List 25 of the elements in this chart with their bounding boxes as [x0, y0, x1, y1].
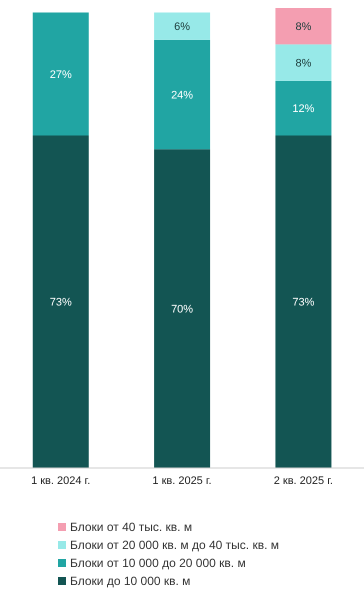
x-tick-label: 1 кв. 2025 г. [152, 474, 212, 487]
data-label: 12% [292, 103, 315, 116]
bar [275, 44, 332, 81]
legend-label: Блоки до 10 000 кв. м [70, 574, 190, 588]
data-label: 73% [292, 296, 315, 309]
data-label: 6% [174, 21, 190, 34]
data-label: 73% [50, 296, 72, 309]
bar [154, 149, 210, 468]
bar [275, 80, 332, 136]
data-label: 8% [295, 21, 312, 34]
legend-label: Блоки от 10 000 до 20 000 кв. м [70, 556, 246, 570]
data-label: 24% [171, 89, 194, 102]
bar [275, 136, 332, 468]
bar [154, 40, 210, 150]
legend-label: Блоки от 20 000 кв. м до 40 тыс. кв. м [70, 538, 280, 552]
bar [154, 12, 210, 40]
legend-label: Блоки от 40 тыс. кв. м [70, 520, 192, 534]
bar [32, 12, 89, 136]
bar [275, 8, 332, 44]
x-tick-label: 2 кв. 2025 г. [274, 474, 333, 487]
data-label: 27% [50, 68, 72, 81]
data-label: 8% [295, 58, 312, 70]
data-label: 70% [171, 304, 194, 316]
bar [32, 136, 89, 468]
x-tick-label: 1 кв. 2024 г. [31, 474, 90, 487]
